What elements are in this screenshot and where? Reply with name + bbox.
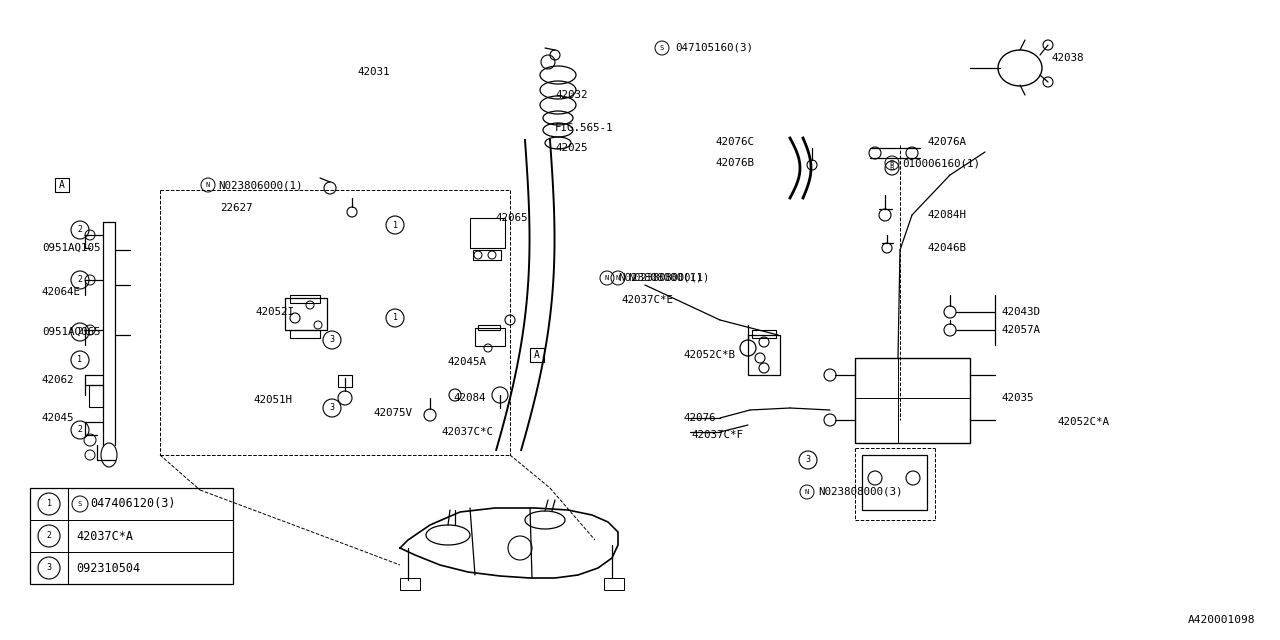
Bar	[475, 328, 506, 346]
Text: 3: 3	[329, 335, 334, 344]
Text: 42032: 42032	[556, 90, 588, 100]
Text: 22627: 22627	[220, 203, 252, 213]
Text: 092310504: 092310504	[76, 561, 140, 575]
Text: 42084H: 42084H	[928, 210, 966, 220]
Text: 0951AQ105: 0951AQ105	[42, 243, 101, 253]
Bar	[477, 325, 500, 330]
Text: B: B	[890, 165, 895, 171]
Bar	[338, 375, 352, 387]
Text: 42043D: 42043D	[1002, 307, 1041, 317]
Text: 1: 1	[78, 355, 82, 365]
Text: 42051H: 42051H	[253, 395, 292, 405]
Bar	[855, 358, 970, 443]
Text: 42037C*A: 42037C*A	[76, 529, 133, 543]
Text: 1: 1	[393, 221, 398, 230]
Text: 42084: 42084	[454, 393, 486, 403]
Text: 42062: 42062	[42, 375, 74, 385]
Text: 42052C*A: 42052C*A	[1057, 417, 1108, 427]
Bar	[90, 385, 102, 407]
Text: 1: 1	[393, 314, 398, 323]
Text: 42037C*C: 42037C*C	[442, 427, 494, 437]
Text: N: N	[206, 182, 210, 188]
Text: 42075V: 42075V	[374, 408, 413, 418]
Bar	[748, 335, 780, 375]
Text: 42037C*F: 42037C*F	[691, 430, 742, 440]
Text: 42052C*B: 42052C*B	[684, 350, 735, 360]
Text: 2: 2	[78, 275, 82, 285]
Bar	[55, 178, 69, 192]
Bar	[29, 488, 233, 584]
Text: 42031: 42031	[357, 67, 390, 77]
Text: B: B	[890, 160, 895, 166]
Text: 42046B: 42046B	[928, 243, 966, 253]
Text: 42065: 42065	[495, 213, 527, 223]
Text: N023806000(1): N023806000(1)	[218, 180, 302, 190]
Text: 010006160(1): 010006160(1)	[902, 158, 980, 168]
Text: 3: 3	[46, 563, 51, 573]
Text: 0951AQ065: 0951AQ065	[42, 327, 101, 337]
Text: 2: 2	[78, 328, 82, 337]
Text: 2: 2	[78, 225, 82, 234]
Text: 42035: 42035	[1002, 393, 1034, 403]
Text: 1: 1	[46, 499, 51, 509]
Text: 42045A: 42045A	[447, 357, 486, 367]
Text: 42045: 42045	[42, 413, 74, 423]
Text: N: N	[605, 275, 609, 281]
Text: A: A	[534, 350, 540, 360]
Text: 42038: 42038	[1052, 53, 1084, 63]
Text: 047105160(3): 047105160(3)	[675, 43, 753, 53]
Text: 3: 3	[329, 403, 334, 413]
Text: 047406120(3): 047406120(3)	[90, 497, 175, 511]
Bar	[399, 578, 420, 590]
Bar	[753, 330, 776, 338]
Bar	[470, 218, 506, 248]
Text: 42057A: 42057A	[1002, 325, 1041, 335]
Text: N023808000(1): N023808000(1)	[628, 273, 709, 283]
Bar	[474, 250, 500, 260]
Text: S: S	[78, 501, 82, 507]
Bar	[604, 578, 625, 590]
Text: 2: 2	[46, 531, 51, 541]
Text: A: A	[59, 180, 65, 190]
Bar	[291, 330, 320, 338]
Bar	[530, 348, 544, 362]
Bar	[291, 295, 320, 303]
Text: 42064E: 42064E	[42, 287, 81, 297]
Text: N023808000(1): N023808000(1)	[618, 273, 703, 283]
Text: 3: 3	[805, 456, 810, 465]
Text: A420001098: A420001098	[1188, 615, 1254, 625]
Text: 42076C: 42076C	[716, 137, 754, 147]
Text: 42076A: 42076A	[928, 137, 966, 147]
Text: 42037C*E: 42037C*E	[622, 295, 675, 305]
Text: N: N	[616, 275, 620, 281]
Text: S: S	[660, 45, 664, 51]
Text: 42076B: 42076B	[716, 158, 754, 168]
Text: 2: 2	[78, 426, 82, 435]
Text: 42076: 42076	[684, 413, 716, 423]
Text: FIG.565-1: FIG.565-1	[556, 123, 613, 133]
Text: N023808000(3): N023808000(3)	[818, 487, 902, 497]
Bar	[861, 455, 927, 510]
Text: 42052I: 42052I	[255, 307, 294, 317]
Text: N: N	[805, 489, 809, 495]
Bar	[285, 298, 326, 330]
Text: 42025: 42025	[556, 143, 588, 153]
